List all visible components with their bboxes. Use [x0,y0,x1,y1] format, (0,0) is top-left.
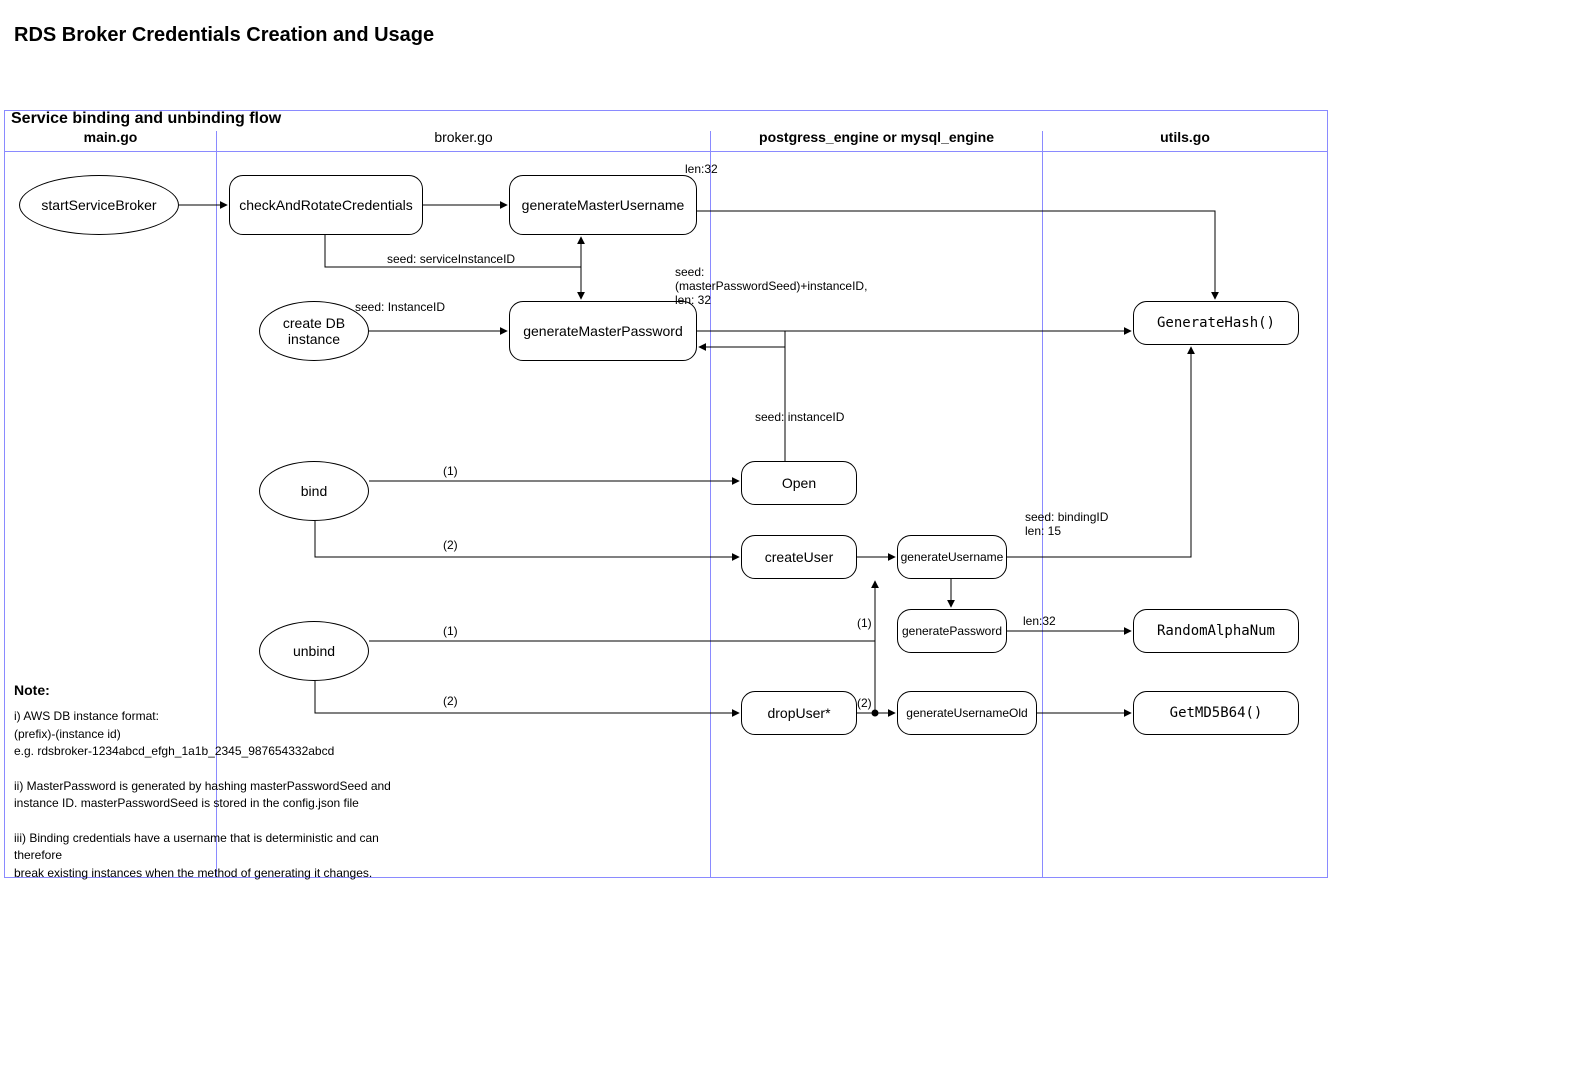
page-title: RDS Broker Credentials Creation and Usag… [14,24,434,47]
node-createDB: create DBinstance [259,301,369,361]
note-heading: Note: [14,680,414,700]
flow-frame-title: Service binding and unbinding flow [11,110,281,128]
node-md5: GetMD5B64() [1133,691,1299,735]
node-dropUser: dropUser* [741,691,857,735]
note-line: (prefix)-(instance id) [14,726,414,743]
note-block: Note: i) AWS DB instance format:(prefix)… [14,680,414,882]
note-line: i) AWS DB instance format: [14,708,414,725]
node-genUser: generateUsername [897,535,1007,579]
note-line: e.g. rdsbroker-1234abcd_efgh_1a1b_2345_9… [14,743,414,760]
node-unbind: unbind [259,621,369,681]
node-randAN: RandomAlphaNum [1133,609,1299,653]
note-line: break existing instances when the method… [14,865,414,882]
node-genMU: generateMasterUsername [509,175,697,235]
node-genHash: GenerateHash() [1133,301,1299,345]
note-lines: i) AWS DB instance format:(prefix)-(inst… [14,708,414,882]
node-start: startServiceBroker [19,175,179,235]
node-createUser: createUser [741,535,857,579]
node-checkRot: checkAndRotateCredentials [229,175,423,235]
node-genUserOld: generateUsernameOld [897,691,1037,735]
node-genMP: generateMasterPassword [509,301,697,361]
node-bind: bind [259,461,369,521]
note-line: iii) Binding credentials have a username… [14,830,414,865]
note-line [14,813,414,830]
note-line [14,760,414,777]
node-open: Open [741,461,857,505]
page: RDS Broker Credentials Creation and Usag… [0,0,1581,1083]
node-genPass: generatePassword [897,609,1007,653]
note-line: instance ID. masterPasswordSeed is store… [14,795,414,812]
note-line: ii) MasterPassword is generated by hashi… [14,778,414,795]
